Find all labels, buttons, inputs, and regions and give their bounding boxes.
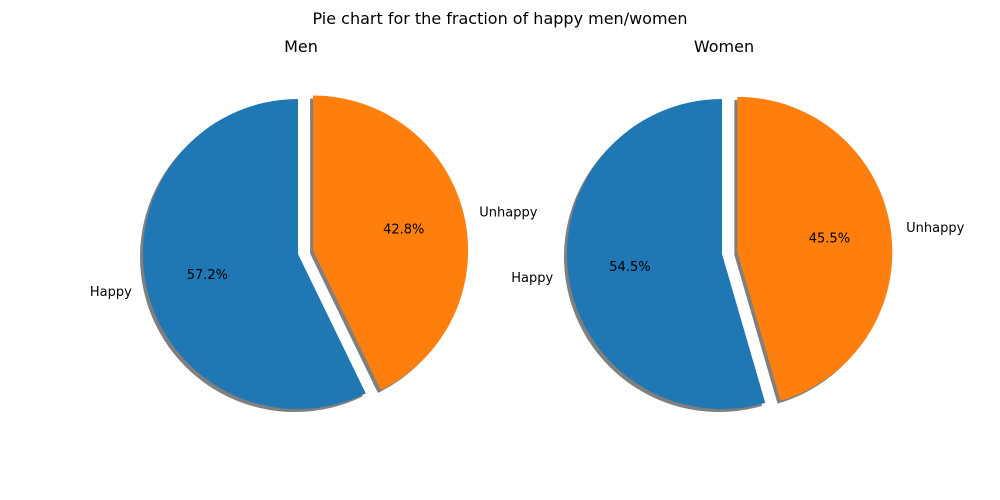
chart-title-men: Men — [284, 37, 318, 56]
slice-label-men-unhappy: Unhappy — [479, 205, 537, 220]
slice-percent-men-happy: 57.2% — [187, 268, 228, 283]
pie-chart-men: Men Happy 57.2% Unhappy 42.8% — [90, 37, 538, 412]
figure-title: Pie chart for the fraction of happy men/… — [312, 9, 687, 28]
slice-label-men-happy: Happy — [90, 285, 132, 300]
slice-label-women-unhappy: Unhappy — [906, 221, 964, 236]
chart-title-women: Women — [694, 37, 754, 56]
slice-men-happy — [142, 99, 366, 409]
slice-percent-women-happy: 54.5% — [609, 260, 650, 275]
pie-chart-women: Women Happy 54.5% Unhappy 45.5% — [511, 37, 965, 413]
slices-women — [566, 96, 893, 409]
slice-women-happy — [566, 98, 766, 409]
slice-men-unhappy — [313, 95, 469, 390]
slice-women-unhappy — [737, 96, 893, 401]
slice-percent-women-unhappy: 45.5% — [809, 232, 850, 247]
slice-label-women-happy: Happy — [511, 271, 553, 286]
slice-percent-men-unhappy: 42.8% — [383, 223, 424, 238]
slices-men — [142, 95, 469, 409]
